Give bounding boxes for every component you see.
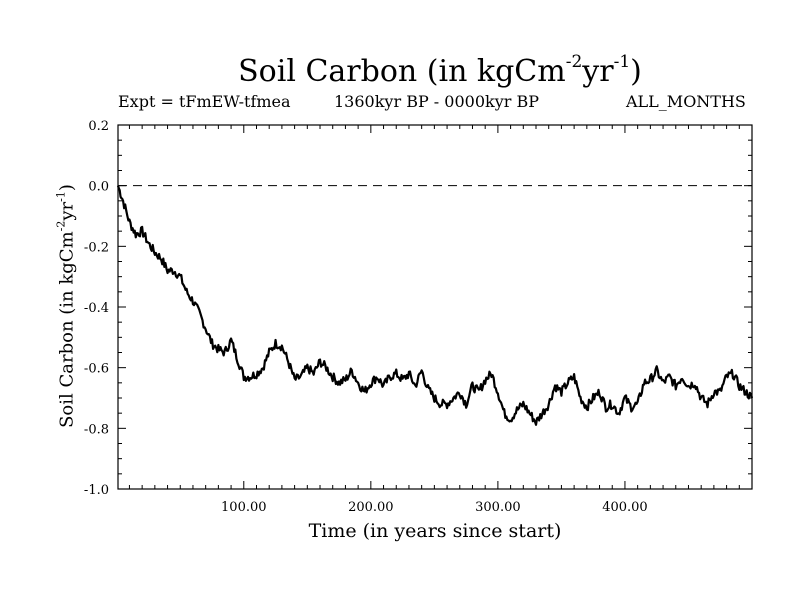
time-range-label: 1360kyr BP - 0000kyr BP bbox=[334, 92, 539, 111]
x-axis-label: Time (in years since start) bbox=[308, 520, 562, 542]
x-tick-label: 300.00 bbox=[475, 500, 521, 515]
x-tick-label: 200.00 bbox=[348, 500, 394, 515]
y-tick-label: -1.0 bbox=[84, 483, 109, 498]
chart-title-end: ) bbox=[630, 54, 642, 89]
y-tick-label: -0.6 bbox=[84, 362, 109, 377]
y-tick-label: 0.0 bbox=[88, 180, 109, 195]
chart-title-sup2: -1 bbox=[613, 52, 631, 72]
chart-title-mid: yr bbox=[582, 54, 614, 89]
y-tick-label: -0.2 bbox=[84, 240, 109, 255]
y-tick-label: -0.4 bbox=[84, 301, 109, 316]
experiment-label: Expt = tFmEW-tfmea bbox=[118, 92, 291, 111]
chart-title-sup1: -2 bbox=[565, 52, 583, 72]
plot-frame bbox=[117, 124, 753, 490]
months-label: ALL_MONTHS bbox=[626, 92, 746, 111]
y-tick-label: 0.2 bbox=[88, 119, 109, 134]
soil-carbon-series-line bbox=[116, 185, 754, 426]
chart-title: Soil Carbon (in kgCm-2yr-1) bbox=[0, 52, 800, 89]
x-tick-label: 100.00 bbox=[221, 500, 267, 515]
x-tick-label: 400.00 bbox=[602, 500, 648, 515]
y-tick-label: -0.8 bbox=[84, 422, 109, 437]
chart-title-text: Soil Carbon (in kgCm bbox=[238, 54, 566, 89]
